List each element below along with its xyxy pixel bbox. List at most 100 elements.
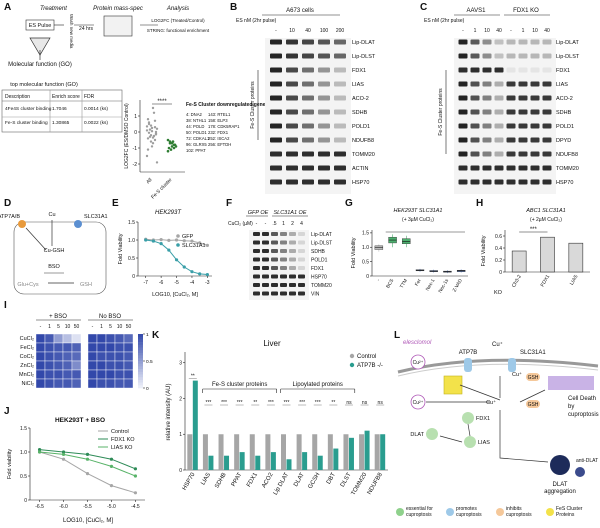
band-label: Lip-DLST xyxy=(556,54,580,60)
heatmap-cell xyxy=(123,351,134,362)
diagram-label: Cu⁺ xyxy=(486,399,496,406)
y-tick-label: 0 xyxy=(499,270,502,276)
x-tick-label: - xyxy=(376,278,381,282)
blot-bg xyxy=(265,38,351,194)
data-point xyxy=(85,472,90,476)
legend-label: Control xyxy=(357,354,376,360)
y-tick-label: 1 xyxy=(179,432,182,438)
bar xyxy=(359,434,365,470)
diagram-label: Cu⁺ xyxy=(512,371,522,378)
blot-band xyxy=(271,249,278,253)
blot-band xyxy=(253,266,260,270)
data-point xyxy=(171,140,175,143)
heatmap-cell xyxy=(123,378,134,389)
colorbar-step xyxy=(138,342,143,346)
blot-band xyxy=(482,151,492,157)
blot-band xyxy=(470,81,480,87)
significance: *** xyxy=(206,400,212,406)
data-point xyxy=(145,125,149,128)
blot-band xyxy=(542,151,552,157)
data-point xyxy=(149,124,153,127)
table-cell: 0.0022 (ks) xyxy=(84,120,108,126)
data-point xyxy=(153,119,157,123)
group-label: SLC31A1 OE xyxy=(273,210,306,216)
lane-label: 200 xyxy=(336,28,345,34)
bar xyxy=(192,380,198,470)
blot-band xyxy=(482,67,492,73)
blot-band xyxy=(286,109,298,115)
y-tick-label: -1 xyxy=(133,146,138,152)
heatmap-cell xyxy=(114,360,125,371)
bar xyxy=(540,236,555,273)
band-label: Lip-DLAT xyxy=(352,40,375,46)
blot-band xyxy=(458,53,468,59)
workflow-text: Molecular function (GO) xyxy=(8,62,72,68)
blot-band xyxy=(530,123,540,129)
significance: ** xyxy=(191,374,195,380)
panel-letter: A xyxy=(4,2,11,13)
x-tick-label: -5.5 xyxy=(83,504,92,510)
blot-band xyxy=(506,39,516,45)
lane-label: - xyxy=(510,28,512,34)
significance: *** xyxy=(284,400,290,406)
y-tick-label: 0 xyxy=(134,130,137,136)
group-label: A673 cells xyxy=(286,8,314,14)
gsh xyxy=(526,373,540,381)
blot-band xyxy=(302,123,314,129)
data-point xyxy=(154,133,158,136)
blot-band xyxy=(334,123,346,129)
data-point xyxy=(147,122,151,126)
blot-band xyxy=(318,165,330,171)
row-label: NiCl₂ xyxy=(21,381,34,387)
diagram-label: Cu²⁺ xyxy=(413,400,424,406)
column-label: 10 xyxy=(65,324,71,330)
legend-marker xyxy=(396,508,404,516)
gene: 72: CDKAL1 xyxy=(186,136,210,141)
treatment-label: ES nM (2hr pulse) xyxy=(424,18,465,24)
y-tick-label: 1.5 xyxy=(362,231,369,237)
legend-label: Proteins xyxy=(556,512,575,518)
diagram-label: GSH xyxy=(528,375,539,381)
blot-band xyxy=(271,283,278,287)
blot-band xyxy=(542,137,552,143)
blot-band xyxy=(506,165,516,171)
blot-band xyxy=(270,53,282,59)
blot-band xyxy=(542,81,552,87)
blot-band xyxy=(271,257,278,262)
legend-marker xyxy=(546,508,554,516)
blot-band xyxy=(318,81,330,87)
band-label: POLD1 xyxy=(352,124,370,130)
heatmap-cell xyxy=(71,378,82,389)
blot-band xyxy=(286,137,298,143)
y-tick-label: 2 xyxy=(179,396,182,402)
colorbar-step xyxy=(138,379,143,383)
table-title: top molecular function (GO) xyxy=(10,82,78,88)
band-label: FDX1 xyxy=(556,68,570,74)
diagram-label: by xyxy=(568,404,574,410)
band-label: TOMM20 xyxy=(556,166,579,172)
aggregate xyxy=(550,455,570,475)
band-label: Lip-DLAT xyxy=(311,232,332,238)
blot-band xyxy=(289,291,296,296)
table-cell: 1.30865 xyxy=(52,120,70,126)
x-tick-label: GCSH xyxy=(308,472,322,490)
box xyxy=(1,89,123,133)
lane-label: .5 xyxy=(272,221,276,227)
bar xyxy=(224,455,230,470)
blot-band xyxy=(470,67,480,73)
blot-band xyxy=(302,151,314,157)
band-label: SDHB xyxy=(311,249,326,255)
blot-band xyxy=(318,123,330,129)
blot-band xyxy=(530,39,540,45)
y-tick-label: 0.6 xyxy=(495,234,502,240)
blot-band xyxy=(298,249,305,253)
blot-band xyxy=(506,137,516,143)
blot-band xyxy=(280,291,287,296)
diagram-label: anti-DLAT xyxy=(576,458,598,464)
heatmap-cell xyxy=(35,369,46,380)
lane-label: 1 xyxy=(522,28,525,34)
data-point xyxy=(205,243,209,247)
band-label: Lip-DLST xyxy=(352,54,376,60)
data-point xyxy=(166,149,170,153)
diagram-label: LIAS xyxy=(478,440,490,446)
